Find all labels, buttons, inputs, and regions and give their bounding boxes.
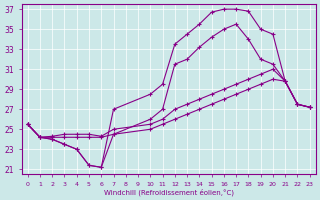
X-axis label: Windchill (Refroidissement éolien,°C): Windchill (Refroidissement éolien,°C) (104, 188, 234, 196)
